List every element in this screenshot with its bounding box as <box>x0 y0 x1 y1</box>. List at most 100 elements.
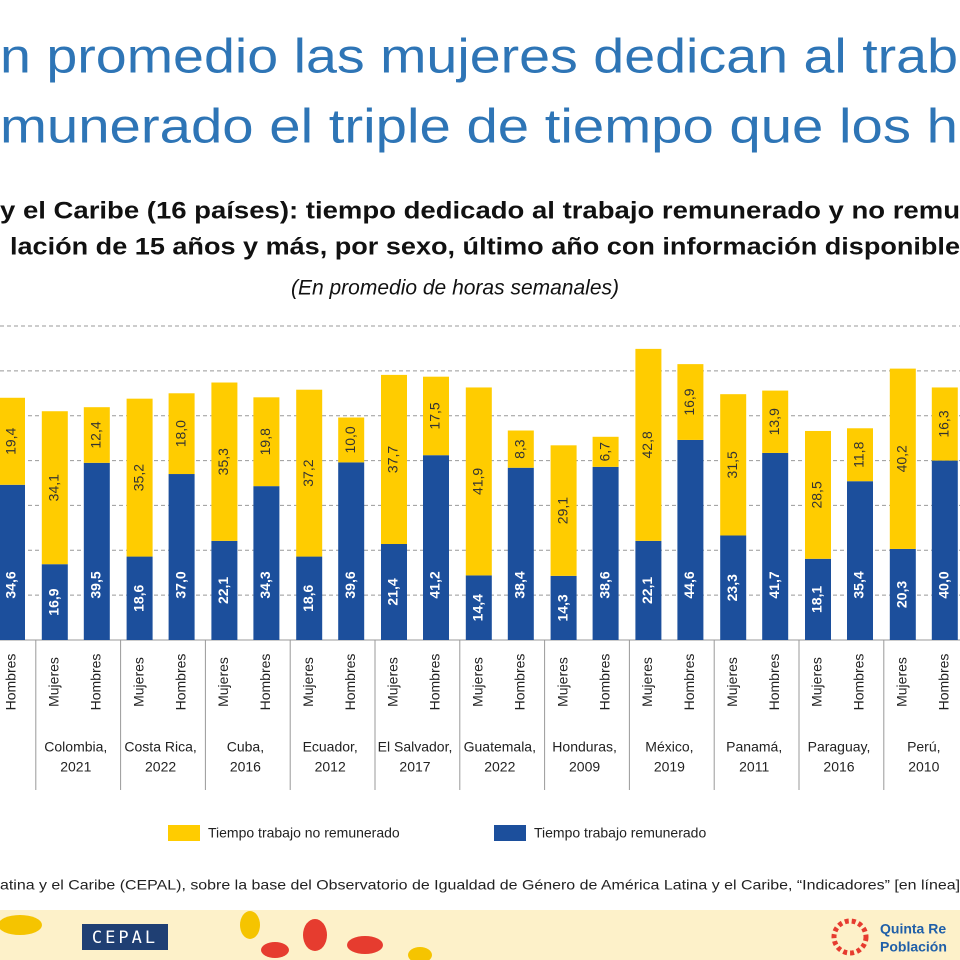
bar-segment <box>83 462 110 640</box>
bar-segment <box>931 387 958 461</box>
bar-segment <box>41 411 68 565</box>
value-label: 22,1 <box>639 577 655 604</box>
value-label: 16,9 <box>46 588 62 615</box>
group-label: 2012 <box>315 759 346 775</box>
x-tick-label: Mujeres <box>46 657 62 707</box>
value-label: 34,3 <box>257 571 273 598</box>
bar-segment <box>253 486 280 640</box>
group-label: 2022 <box>145 759 176 775</box>
bar-segment <box>507 430 534 468</box>
bar-segment <box>720 394 747 536</box>
x-tick-label: Hombres <box>427 654 443 711</box>
x-tick-label: Mujeres <box>470 657 486 707</box>
value-label: 35,4 <box>851 571 867 598</box>
decoration <box>240 911 260 939</box>
value-label: 37,7 <box>385 446 401 473</box>
decoration <box>303 919 327 951</box>
bar-segment <box>126 398 153 557</box>
bar-segment <box>296 556 323 640</box>
value-label: 6,7 <box>596 442 612 462</box>
x-tick-label: Mujeres <box>724 657 740 707</box>
legend-label: Tiempo trabajo remunerado <box>534 825 706 841</box>
bar-segment <box>805 430 831 559</box>
group-label: 2010 <box>908 759 939 775</box>
x-tick-label: Mujeres <box>809 657 825 707</box>
group-label: Guatemala, <box>464 739 536 755</box>
x-tick-label: Hombres <box>766 654 782 711</box>
value-label: 42,8 <box>639 431 655 458</box>
value-label: 11,8 <box>851 441 867 467</box>
conference-name: Quinta Re <box>880 921 946 937</box>
value-label: 21,4 <box>385 578 401 605</box>
value-label: 37,0 <box>172 571 188 598</box>
group-label: Honduras, <box>552 739 617 755</box>
group-label: 2017 <box>399 759 430 775</box>
x-tick-label: Hombres <box>3 654 19 711</box>
value-label: 41,2 <box>427 571 443 598</box>
value-label: 34,6 <box>3 571 19 598</box>
bar-segment <box>931 460 958 640</box>
value-label: 10,0 <box>342 426 358 453</box>
bar-segment <box>381 374 407 545</box>
legend-label: Tiempo trabajo no remunerado <box>208 825 400 841</box>
bar-segment <box>889 368 916 549</box>
x-tick-label: Hombres <box>257 654 273 711</box>
x-tick-label: Mujeres <box>130 657 146 707</box>
value-label: 41,9 <box>470 468 486 495</box>
x-tick-label: Hombres <box>851 654 867 711</box>
value-label: 34,1 <box>46 474 62 501</box>
group-label: 2016 <box>823 759 854 775</box>
value-label: 23,3 <box>724 574 740 601</box>
bar-segment <box>720 535 747 640</box>
value-label: 18,6 <box>300 584 316 611</box>
value-label: 39,6 <box>342 571 358 598</box>
value-label: 35,3 <box>215 448 231 475</box>
bar-segment <box>168 393 195 475</box>
value-label: 19,4 <box>3 427 19 454</box>
bar-segment <box>592 436 619 467</box>
bar-segment <box>338 462 365 640</box>
chart: y el Caribe (16 países): tiempo dedicado… <box>0 197 960 841</box>
bar-segment <box>211 382 238 541</box>
value-label: 17,5 <box>427 402 443 429</box>
value-label: 40,2 <box>894 445 910 472</box>
group-label: 2016 <box>230 759 261 775</box>
value-label: 29,1 <box>554 497 570 524</box>
group-label: Colombia, <box>44 739 107 755</box>
x-tick-label: Mujeres <box>215 657 231 707</box>
value-label: 18,1 <box>809 586 825 613</box>
decoration <box>0 915 42 935</box>
x-tick-label: Hombres <box>596 654 612 711</box>
bar-segment <box>550 445 577 576</box>
bar-segment <box>211 540 238 640</box>
decoration <box>261 942 289 958</box>
bar-segment <box>423 376 449 456</box>
title-line: n promedio las mujeres dedican al trab <box>0 31 958 84</box>
value-label: 38,6 <box>596 571 612 598</box>
x-tick-label: Hombres <box>172 654 188 711</box>
x-tick-label: Mujeres <box>894 657 910 707</box>
value-label: 12,4 <box>88 421 104 448</box>
value-label: 14,3 <box>554 594 570 621</box>
bar-segment <box>0 484 25 640</box>
group-label: Perú, <box>907 739 940 755</box>
group-label: Ecuador, <box>303 739 358 755</box>
source-note: atina y el Caribe (CEPAL), sobre la base… <box>0 877 960 893</box>
value-label: 40,0 <box>936 571 952 598</box>
value-label: 14,4 <box>470 594 486 621</box>
value-label: 38,4 <box>512 571 528 598</box>
value-label: 20,3 <box>894 581 910 608</box>
group-label: 2011 <box>739 759 769 775</box>
group-label: El Salvador, <box>378 739 453 755</box>
bar-segment <box>847 428 873 482</box>
bar-segment <box>635 348 662 541</box>
group-label: 2019 <box>654 759 685 775</box>
bar-segment <box>338 417 365 463</box>
group-label: Cuba, <box>227 739 264 755</box>
group-label: Costa Rica, <box>124 739 196 755</box>
group-label: 2009 <box>569 759 600 775</box>
group-label: 2022 <box>484 759 515 775</box>
bar-segment <box>762 452 789 640</box>
bar-segment <box>847 481 873 640</box>
